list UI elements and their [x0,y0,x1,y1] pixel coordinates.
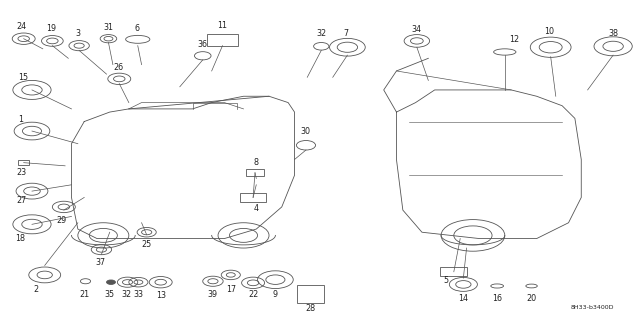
Text: 8: 8 [254,158,259,167]
Circle shape [296,141,316,150]
Text: 27: 27 [17,196,27,205]
Text: 35: 35 [105,290,115,299]
Text: 25: 25 [141,240,152,249]
Text: 6: 6 [134,24,140,33]
Text: 19: 19 [46,24,56,33]
Circle shape [81,279,91,284]
Bar [246,169,264,176]
Text: 32: 32 [122,290,132,299]
Text: 22: 22 [248,290,258,299]
Text: 17: 17 [226,285,236,294]
Bar [440,267,467,276]
Text: 21: 21 [79,290,90,299]
Text: 3: 3 [76,28,81,38]
Text: 24: 24 [17,22,27,31]
Text: 8H33-b3400D: 8H33-b3400D [570,305,614,310]
Text: 26: 26 [113,63,123,72]
Text: 9: 9 [273,290,278,299]
Text: 16: 16 [492,293,502,302]
Text: 38: 38 [608,28,618,38]
Text: 11: 11 [218,21,227,30]
Bar [297,285,324,303]
Text: 14: 14 [458,293,468,302]
Text: 39: 39 [208,290,218,299]
Text: 12: 12 [509,35,520,44]
Text: 23: 23 [17,168,27,177]
Text: 4: 4 [254,204,259,213]
Text: 5: 5 [443,276,448,285]
Text: 34: 34 [412,25,422,34]
Text: 31: 31 [104,23,113,32]
Text: 32: 32 [316,28,326,38]
Text: 2: 2 [34,285,39,294]
Text: 20: 20 [527,293,536,302]
Text: 18: 18 [15,234,26,243]
Text: 7: 7 [343,28,348,38]
Text: 15: 15 [18,73,28,82]
Bar [241,193,266,202]
Bar [207,34,239,46]
Text: 33: 33 [133,290,143,299]
Text: 13: 13 [156,291,166,300]
Circle shape [106,280,115,285]
Text: 37: 37 [95,258,105,267]
Text: 36: 36 [198,40,208,49]
Bar [18,160,29,165]
Circle shape [195,52,211,60]
Text: 28: 28 [305,304,316,313]
Text: 10: 10 [545,27,554,36]
Text: 30: 30 [300,127,310,136]
Circle shape [314,42,329,50]
Text: 29: 29 [57,216,67,225]
Text: 1: 1 [18,115,23,123]
